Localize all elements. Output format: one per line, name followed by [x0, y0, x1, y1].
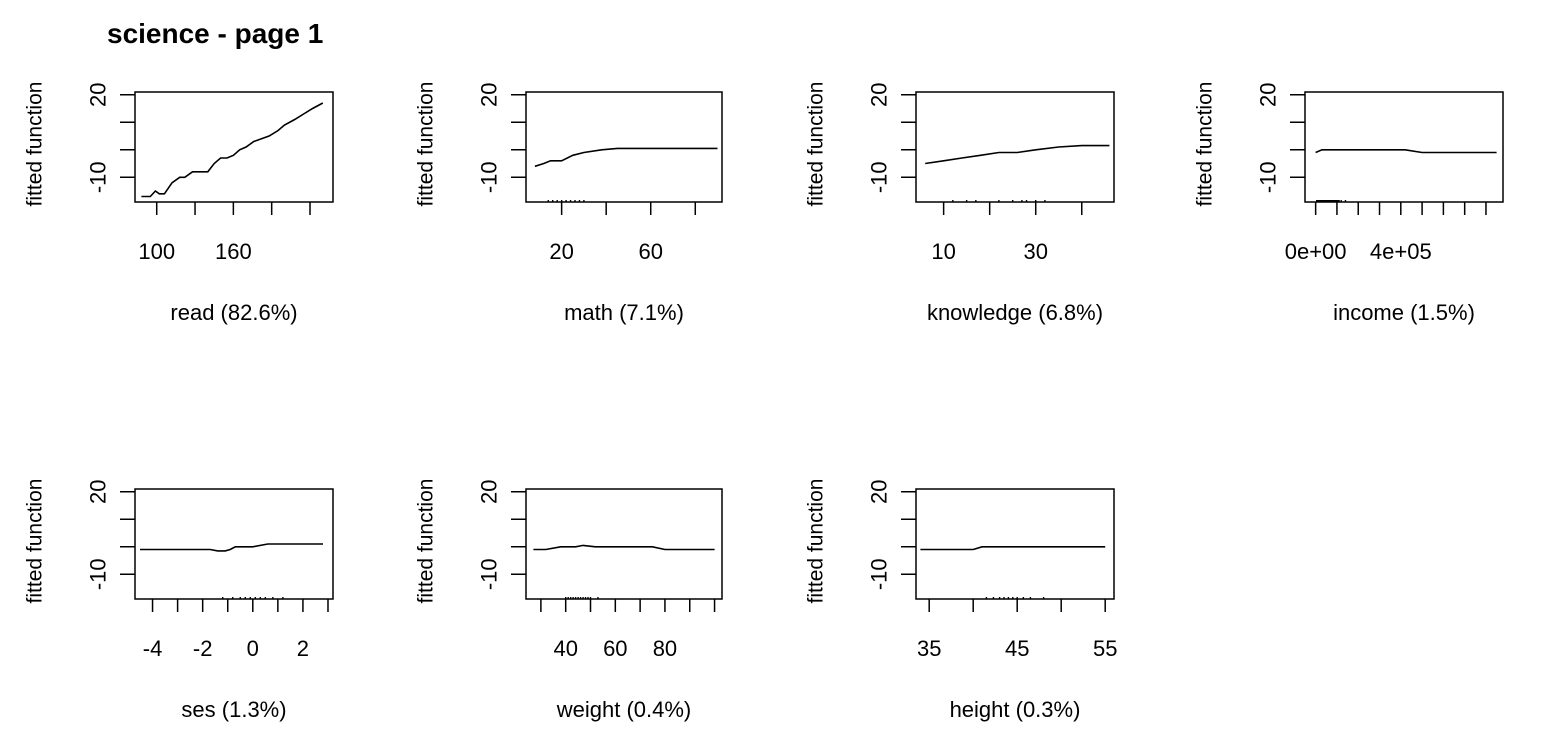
- y-axis-title: fitted function: [415, 479, 438, 604]
- x-tick-label: 4e+05: [1370, 239, 1432, 264]
- x-axis-title: read (82.6%): [170, 300, 297, 325]
- series-line: [925, 144, 1110, 165]
- y-tick-label: 20: [86, 83, 111, 107]
- x-tick-label: 100: [138, 239, 175, 264]
- plot-frame: [134, 488, 334, 600]
- y-axis-title: fitted function: [805, 82, 828, 207]
- x-axis-title: ses (1.3%): [181, 697, 286, 722]
- x-tick-label: 45: [1005, 636, 1029, 661]
- x-axis-title: knowledge (6.8%): [927, 300, 1103, 325]
- y-axis-title: fitted function: [24, 82, 47, 207]
- panel-3: -10 20 fitted function 10 30 knowledge (6.8%): [805, 82, 1115, 325]
- y-tick-label: -10: [867, 161, 892, 193]
- x-tick-label: 60: [638, 239, 662, 264]
- page-title: science - page 1: [107, 18, 324, 49]
- y-tick-label: 20: [867, 83, 892, 107]
- y-axis-title: fitted function: [805, 479, 828, 604]
- x-tick-label: 30: [1023, 239, 1047, 264]
- x-tick-label: 80: [653, 636, 677, 661]
- y-tick-label: -10: [86, 161, 111, 193]
- y-axis-title: fitted function: [1194, 82, 1217, 207]
- y-tick-label: 20: [1256, 83, 1281, 107]
- series-line: [534, 147, 718, 168]
- y-tick-label: -10: [86, 558, 111, 590]
- plot-frame: [915, 488, 1115, 600]
- x-tick-label: -4: [143, 636, 163, 661]
- y-tick-label: 20: [86, 480, 111, 504]
- panel-5: -10 20 fitted function -4 -2 0 2 ses (1.3%): [24, 479, 334, 722]
- x-tick-label: 0e+00: [1285, 239, 1347, 264]
- plot-frame: [915, 91, 1115, 203]
- series-line: [140, 543, 323, 552]
- y-tick-label: -10: [477, 161, 502, 193]
- x-tick-label: 0: [247, 636, 259, 661]
- x-tick-label: 55: [1093, 636, 1117, 661]
- x-tick-label: 10: [931, 239, 955, 264]
- series-line: [1315, 149, 1497, 154]
- x-tick-label: 20: [549, 239, 573, 264]
- x-axis-title: math (7.1%): [564, 300, 684, 325]
- series-line: [533, 544, 715, 551]
- x-axis-title: height (0.3%): [950, 697, 1081, 722]
- x-axis-title: weight (0.4%): [556, 697, 692, 722]
- panel-6: -10 20 fitted function 40 60 80 weight (0.4%): [415, 479, 723, 722]
- plot-frame: [525, 488, 723, 600]
- series-line: [920, 545, 1106, 551]
- plot-frame: [525, 91, 723, 203]
- x-axis-title: income (1.5%): [1333, 300, 1475, 325]
- y-tick-label: 20: [867, 480, 892, 504]
- x-tick-label: -2: [193, 636, 213, 661]
- y-axis-title: fitted function: [415, 82, 438, 207]
- plot-frame: [134, 91, 334, 203]
- x-tick-label: 35: [917, 636, 941, 661]
- y-axis-title: fitted function: [24, 479, 47, 604]
- x-tick-label: 160: [215, 239, 252, 264]
- series-line: [141, 102, 324, 198]
- plot-frame: [1304, 91, 1504, 203]
- y-tick-label: 20: [477, 480, 502, 504]
- y-tick-label: -10: [1256, 161, 1281, 193]
- y-tick-label: 20: [477, 83, 502, 107]
- x-tick-label: 60: [603, 636, 627, 661]
- panel-7: -10 20 fitted function 35 45 55 height (0.3%): [805, 479, 1118, 722]
- x-tick-label: 2: [297, 636, 309, 661]
- x-tick-label: 40: [553, 636, 577, 661]
- y-tick-label: -10: [477, 558, 502, 590]
- y-tick-label: -10: [867, 558, 892, 590]
- panel-1: -10 20 fitted function 100 160 read (82.6%): [24, 82, 334, 325]
- panel-2: -10 20 fitted function 20 60 math (7.1%): [415, 82, 723, 325]
- panel-4: -10 20 fitted function 0e+00 4e+05 income (1.…: [1194, 82, 1504, 325]
